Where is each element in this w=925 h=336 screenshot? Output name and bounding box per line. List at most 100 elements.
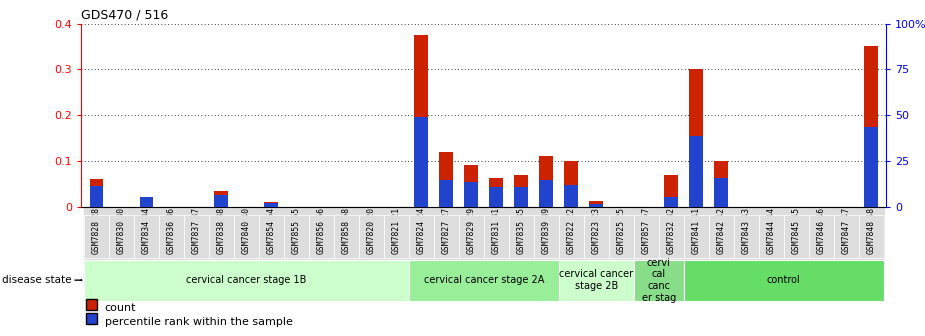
FancyBboxPatch shape [534,215,559,258]
Text: GSM7855: GSM7855 [291,219,301,254]
FancyBboxPatch shape [659,215,684,258]
Bar [489,187,503,207]
Text: GSM7857: GSM7857 [642,219,650,254]
Text: GSM7837: GSM7837 [191,219,201,254]
Bar [539,180,553,207]
Text: count: count [105,303,136,313]
Text: GSM7856: GSM7856 [317,219,326,254]
Bar [783,207,808,289]
Bar [309,207,334,289]
Bar [90,179,104,207]
Bar [589,204,603,207]
FancyBboxPatch shape [84,260,409,301]
Text: GSM7825: GSM7825 [617,219,625,254]
Bar [589,201,603,207]
Bar [864,127,878,207]
Text: GSM7820: GSM7820 [367,219,376,254]
Text: percentile rank within the sample: percentile rank within the sample [105,317,292,327]
Bar [215,191,228,207]
Bar [808,207,833,289]
FancyBboxPatch shape [634,260,684,301]
FancyBboxPatch shape [808,215,833,258]
Text: cervical cancer stage 2A: cervical cancer stage 2A [424,275,544,285]
Bar [514,187,528,207]
Bar [564,185,578,207]
Bar [609,207,634,289]
Bar [514,175,528,207]
FancyBboxPatch shape [609,215,634,258]
Bar [134,207,159,289]
Bar [84,207,109,289]
Text: GSM7858: GSM7858 [342,219,351,254]
FancyBboxPatch shape [134,215,159,258]
Bar [534,207,559,289]
FancyBboxPatch shape [509,215,534,258]
Bar [484,207,509,289]
Bar [659,207,684,289]
Bar [584,207,609,289]
Bar [689,136,703,207]
FancyBboxPatch shape [709,215,734,258]
Text: disease state: disease state [2,275,71,285]
Text: GSM7840: GSM7840 [241,219,251,254]
Bar [709,207,734,289]
FancyBboxPatch shape [858,215,883,258]
Text: cervical cancer
stage 2B: cervical cancer stage 2B [560,269,634,291]
FancyBboxPatch shape [334,215,359,258]
Text: control: control [767,275,800,285]
FancyBboxPatch shape [359,215,384,258]
Bar [384,207,409,289]
FancyBboxPatch shape [584,215,609,258]
FancyBboxPatch shape [459,215,484,258]
Bar [858,207,883,289]
Bar [464,182,478,207]
Bar [539,156,553,207]
Text: GSM7854: GSM7854 [266,219,276,254]
Bar [409,207,434,289]
Bar [209,207,234,289]
FancyBboxPatch shape [684,215,709,258]
Text: GSM7823: GSM7823 [592,219,600,254]
Text: GDS470 / 516: GDS470 / 516 [81,8,168,22]
Bar [833,207,858,289]
Bar [414,35,428,207]
Bar [434,207,459,289]
Text: GSM7827: GSM7827 [442,219,450,254]
Bar [489,178,503,207]
Text: GSM7845: GSM7845 [792,219,801,254]
FancyBboxPatch shape [184,215,209,258]
Bar [140,198,154,207]
Bar [714,178,728,207]
Bar [159,207,184,289]
FancyBboxPatch shape [684,260,883,301]
Text: GSM7843: GSM7843 [742,219,751,254]
Text: GSM7822: GSM7822 [567,219,575,254]
Bar [684,207,709,289]
Bar [689,69,703,207]
Bar [234,207,259,289]
FancyBboxPatch shape [734,215,758,258]
Bar [284,207,309,289]
Bar [464,165,478,207]
Text: GSM7844: GSM7844 [767,219,776,254]
FancyBboxPatch shape [559,215,584,258]
Text: GSM7839: GSM7839 [542,219,550,254]
Bar [509,207,534,289]
Text: GSM7836: GSM7836 [166,219,176,254]
Text: GSM7846: GSM7846 [817,219,826,254]
Bar [265,203,278,207]
Bar [459,207,484,289]
Bar [265,202,278,207]
Text: GSM7831: GSM7831 [492,219,500,254]
Text: GSM7835: GSM7835 [517,219,525,254]
Text: GSM7848: GSM7848 [867,219,876,254]
FancyBboxPatch shape [284,215,309,258]
FancyBboxPatch shape [758,215,783,258]
Bar [109,207,134,289]
Text: GSM7829: GSM7829 [467,219,475,254]
Bar [734,207,758,289]
Bar [564,161,578,207]
FancyBboxPatch shape [409,260,559,301]
Bar [334,207,359,289]
FancyBboxPatch shape [484,215,509,258]
